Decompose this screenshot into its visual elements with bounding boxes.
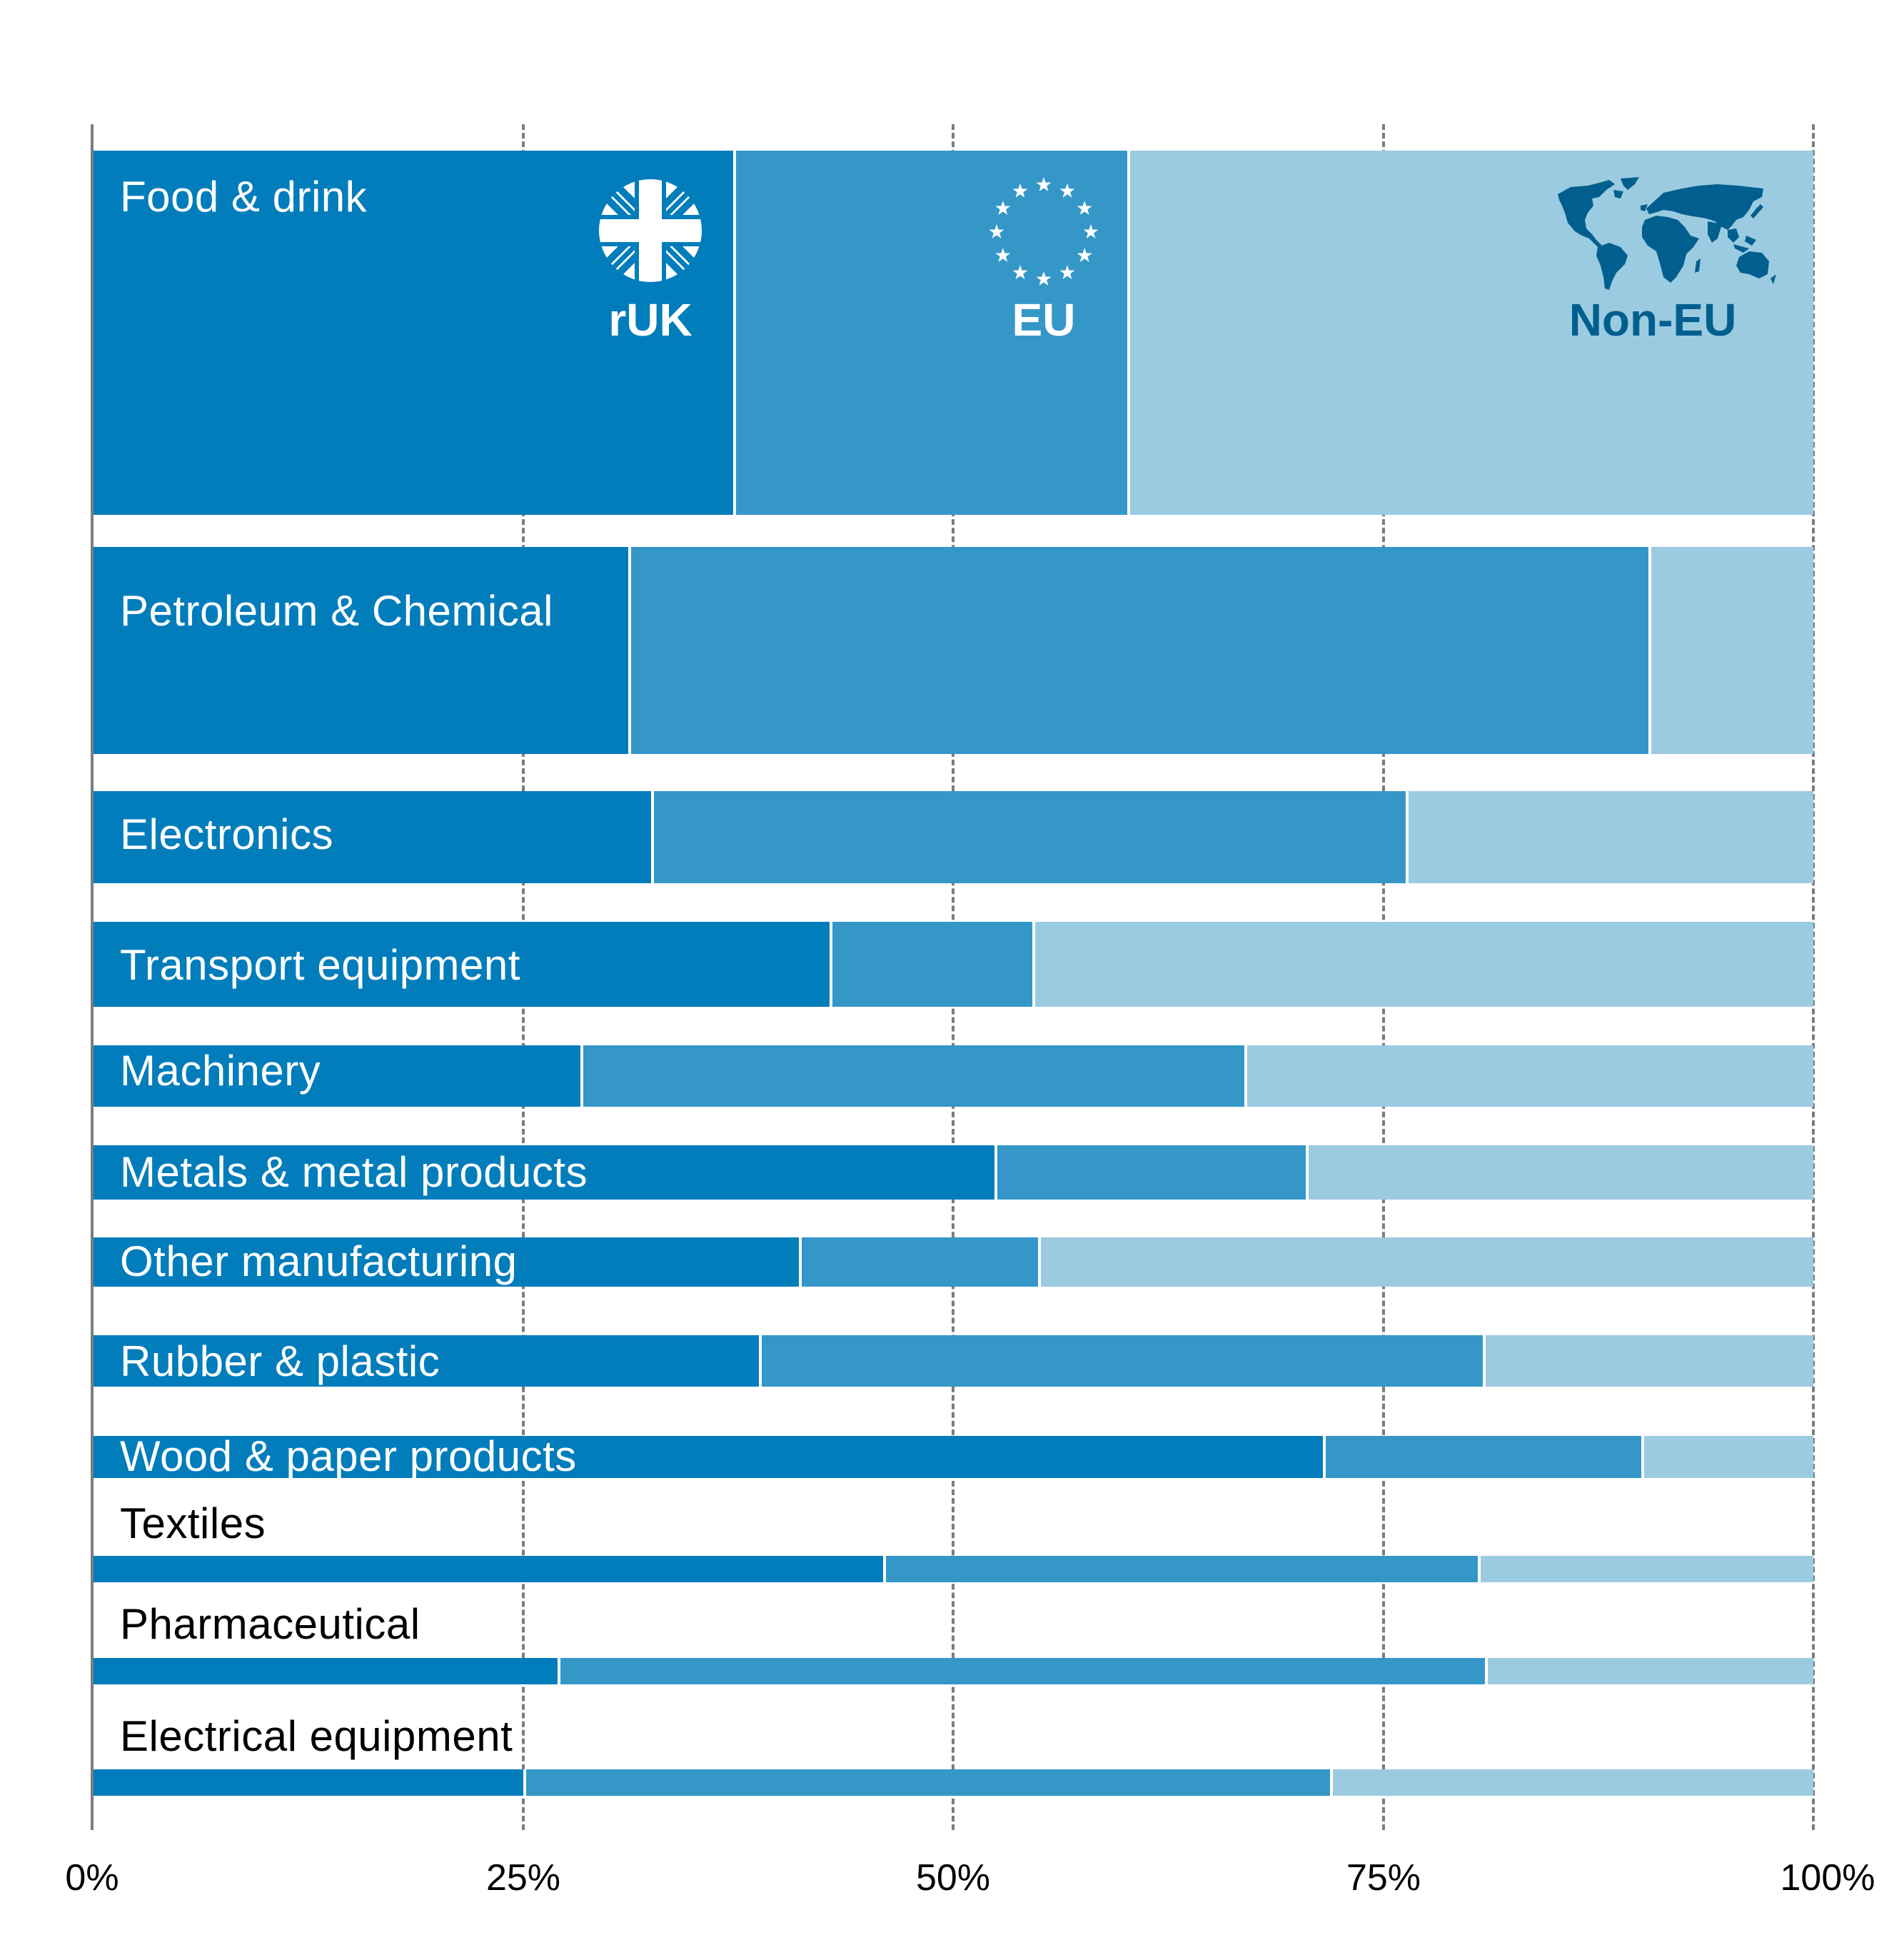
bar-row bbox=[94, 1335, 1813, 1387]
bar-row bbox=[94, 1145, 1813, 1200]
bar-segment-eu bbox=[759, 1335, 1483, 1387]
gridline-0 bbox=[91, 124, 94, 1830]
bar-row bbox=[94, 1436, 1813, 1478]
x-tick-label-0: 0% bbox=[65, 1857, 119, 1899]
bar-row bbox=[94, 791, 1813, 883]
category-label: Rubber & plastic bbox=[120, 1337, 440, 1385]
bar-segment-eu bbox=[883, 1556, 1478, 1582]
bar-segment-ruk bbox=[94, 1556, 883, 1582]
bar-segment-noneu bbox=[1406, 791, 1813, 883]
bar-segment-ruk bbox=[94, 1436, 1323, 1478]
x-tick-label-50: 50% bbox=[915, 1857, 991, 1899]
category-label: Electrical equipment bbox=[120, 1712, 513, 1760]
bar-segment-noneu bbox=[1641, 1436, 1813, 1478]
bar-segment-eu bbox=[580, 1045, 1244, 1107]
bar-row bbox=[94, 922, 1813, 1007]
bar-segment-eu bbox=[628, 547, 1648, 754]
legend-noneu-label: Non-EU bbox=[1568, 294, 1737, 346]
category-label: Machinery bbox=[120, 1047, 321, 1095]
category-label: Electronics bbox=[120, 810, 333, 858]
bar-segment-noneu bbox=[1485, 1658, 1813, 1684]
x-tick-label-100: 100% bbox=[1780, 1857, 1875, 1899]
bar-segment-ruk bbox=[94, 1658, 558, 1684]
bar-segment-eu bbox=[558, 1658, 1485, 1684]
bar-row bbox=[94, 1237, 1813, 1287]
bar-segment-eu bbox=[1323, 1436, 1641, 1478]
bar-segment-eu bbox=[733, 151, 1127, 515]
bar-segment-noneu bbox=[1306, 1145, 1813, 1200]
category-label: Metals & metal products bbox=[120, 1148, 588, 1196]
world-map-icon bbox=[1556, 177, 1778, 290]
bar-segment-noneu bbox=[1478, 1556, 1813, 1582]
bar-segment-eu bbox=[651, 791, 1406, 883]
bar-segment-ruk bbox=[94, 547, 628, 754]
bar-segment-noneu bbox=[1483, 1335, 1813, 1387]
bar-segment-eu bbox=[523, 1769, 1330, 1796]
bar-row bbox=[94, 1658, 1813, 1684]
category-label: Pharmaceutical bbox=[120, 1600, 420, 1648]
bar-row bbox=[94, 547, 1813, 754]
bar-segment-eu bbox=[994, 1145, 1306, 1200]
bar-segment-noneu bbox=[1330, 1769, 1813, 1796]
union-jack-icon bbox=[599, 179, 702, 282]
legend-eu-label: EU bbox=[1012, 294, 1076, 346]
bar-segment-ruk bbox=[94, 922, 830, 1007]
category-label: Other manufacturing bbox=[120, 1237, 518, 1285]
bar-segment-ruk bbox=[94, 1769, 523, 1796]
gridline-100 bbox=[1812, 124, 1815, 1830]
bar-row bbox=[94, 1769, 1813, 1796]
bar-segment-noneu bbox=[1244, 1045, 1813, 1107]
legend-ruk-label: rUK bbox=[608, 294, 692, 346]
bar-segment-eu bbox=[799, 1237, 1038, 1287]
category-label: Wood & paper products bbox=[120, 1432, 577, 1480]
bar-row bbox=[94, 1556, 1813, 1582]
bar-segment-ruk bbox=[94, 791, 651, 883]
category-label: Transport equipment bbox=[120, 941, 520, 989]
x-tick-label-25: 25% bbox=[485, 1857, 561, 1899]
category-label: Textiles bbox=[120, 1499, 266, 1547]
bar-row bbox=[94, 1045, 1813, 1107]
bar-segment-ruk bbox=[94, 1335, 759, 1387]
eu-stars-icon bbox=[987, 175, 1101, 289]
bar-segment-noneu bbox=[1038, 1237, 1813, 1287]
bar-segment-ruk bbox=[94, 1237, 799, 1287]
category-label: Food & drink bbox=[120, 173, 368, 221]
bar-segment-noneu bbox=[1648, 547, 1813, 754]
x-tick-label-75: 75% bbox=[1346, 1857, 1421, 1899]
bar-segment-ruk bbox=[94, 1145, 994, 1200]
bar-segment-noneu bbox=[1032, 922, 1813, 1007]
bar-segment-eu bbox=[830, 922, 1032, 1007]
category-label: Petroleum & Chemical bbox=[120, 587, 553, 635]
bar-segment-ruk bbox=[94, 1045, 580, 1107]
